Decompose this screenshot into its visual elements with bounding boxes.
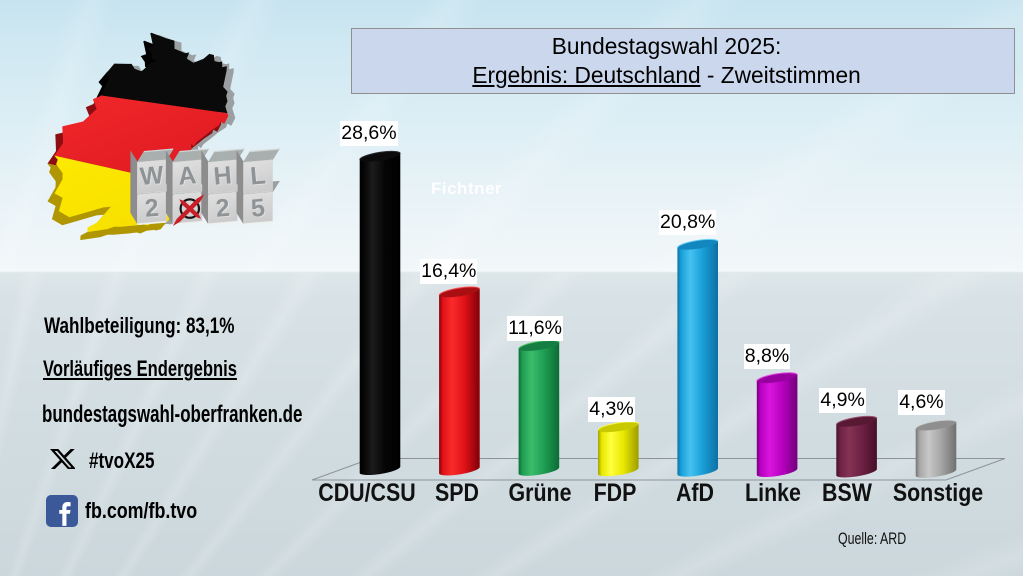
svg-text:2: 2: [145, 195, 161, 224]
svg-text:L: L: [250, 162, 268, 191]
svg-text:2: 2: [144, 194, 160, 223]
svg-text:A: A: [177, 161, 197, 190]
svg-text:L: L: [249, 161, 267, 190]
svg-text:2: 2: [216, 195, 232, 224]
svg-text:H: H: [213, 162, 233, 191]
svg-text:A: A: [178, 162, 198, 191]
svg-text:H: H: [213, 161, 233, 190]
svg-text:W: W: [139, 161, 165, 191]
svg-text:W: W: [140, 162, 166, 192]
svg-text:5: 5: [251, 195, 267, 224]
svg-text:2: 2: [215, 194, 231, 223]
svg-text:5: 5: [250, 194, 266, 223]
